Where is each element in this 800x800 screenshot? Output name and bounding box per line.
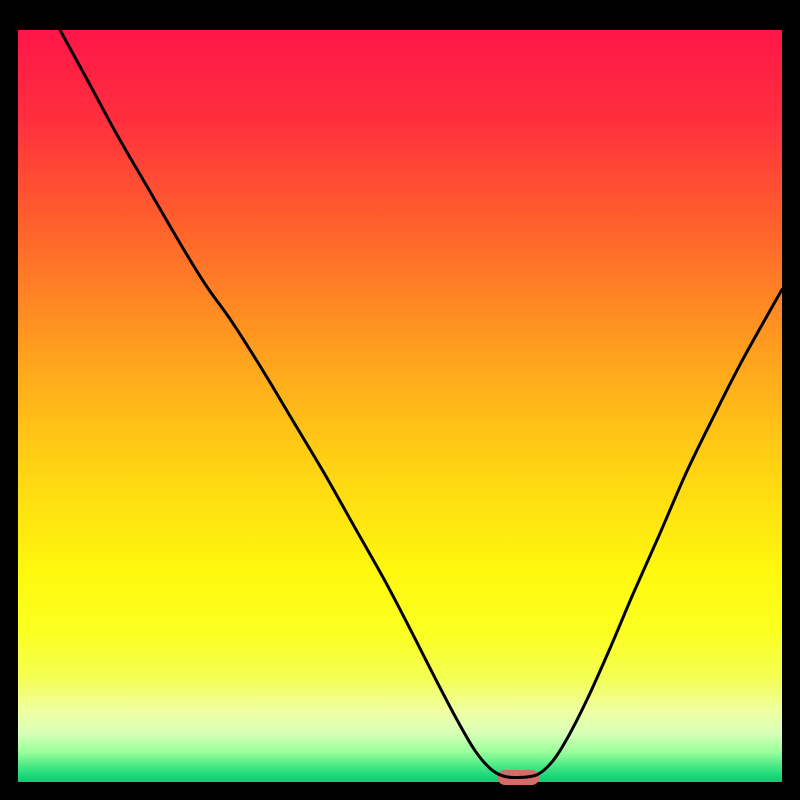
- bottleneck-chart: [0, 0, 800, 800]
- chart-container: TheBottleneck.com: [0, 0, 800, 800]
